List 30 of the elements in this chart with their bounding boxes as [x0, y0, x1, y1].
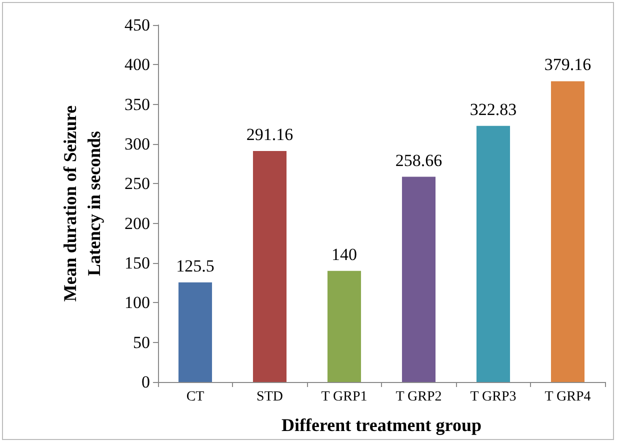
y-tick-label: 400 [124, 55, 150, 74]
bar [402, 176, 436, 382]
bar [550, 81, 585, 382]
y-tick-label: 350 [124, 94, 150, 114]
data-label: 140 [332, 244, 357, 264]
y-tick-label: 150 [124, 254, 150, 272]
x-tick-label: STD [256, 390, 283, 404]
y-tick-label: 200 [124, 214, 150, 233]
data-label: 322.83 [470, 100, 517, 119]
bar [178, 282, 212, 382]
data-label: 125.5 [176, 256, 214, 276]
data-label: 258.66 [395, 150, 442, 170]
x-tick-label: T GRP3 [470, 390, 516, 404]
data-label: 291.16 [246, 125, 294, 144]
y-tick-label: 0 [142, 372, 150, 392]
y-tick-label: 450 [124, 16, 150, 34]
y-tick-label: 50 [133, 332, 150, 352]
bar [327, 270, 362, 382]
y-tick-label: 300 [124, 134, 150, 154]
bar [252, 151, 287, 382]
x-axis-title: Different treatment group [282, 415, 482, 435]
y-tick-label: 100 [124, 293, 150, 312]
x-tick-label: CT [186, 390, 205, 404]
x-tick-label: T GRP1 [321, 390, 368, 404]
x-tick-label: T GRP4 [544, 390, 591, 404]
x-tick-label: T GRP2 [396, 390, 442, 404]
bar [476, 126, 510, 382]
data-label: 379.16 [544, 55, 592, 74]
y-tick-label: 250 [124, 174, 150, 194]
y-axis-title: Mean duration of Seizure Latency in seconds [60, 105, 104, 302]
